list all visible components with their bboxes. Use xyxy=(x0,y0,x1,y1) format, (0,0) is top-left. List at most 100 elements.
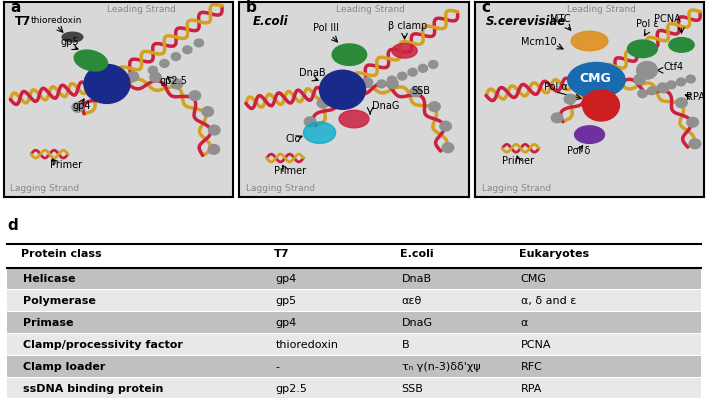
Text: Polymerase: Polymerase xyxy=(23,296,96,306)
Text: T7: T7 xyxy=(15,16,31,28)
Text: thioredoxin: thioredoxin xyxy=(31,16,83,26)
Text: gp4: gp4 xyxy=(275,318,297,328)
Circle shape xyxy=(638,90,647,98)
Ellipse shape xyxy=(62,32,83,42)
Text: E.coli: E.coli xyxy=(253,16,288,28)
Text: DnaB: DnaB xyxy=(299,68,326,78)
Text: B: B xyxy=(401,340,409,350)
Ellipse shape xyxy=(74,50,108,71)
Circle shape xyxy=(687,117,698,127)
FancyBboxPatch shape xyxy=(7,356,701,377)
Text: α, δ and ε: α, δ and ε xyxy=(521,296,576,306)
Text: DnaG: DnaG xyxy=(372,101,400,111)
FancyBboxPatch shape xyxy=(7,378,701,398)
Text: a: a xyxy=(11,0,21,15)
Text: PCNA: PCNA xyxy=(654,14,681,24)
Text: CMG: CMG xyxy=(579,72,611,85)
Circle shape xyxy=(408,68,417,76)
Text: c: c xyxy=(481,0,491,15)
Circle shape xyxy=(319,70,365,109)
Ellipse shape xyxy=(575,126,605,143)
Circle shape xyxy=(183,46,192,54)
Ellipse shape xyxy=(339,110,369,128)
Text: αεθ: αεθ xyxy=(401,296,422,306)
Circle shape xyxy=(564,94,576,104)
Text: Lagging Strand: Lagging Strand xyxy=(11,184,79,193)
Circle shape xyxy=(105,77,117,86)
Circle shape xyxy=(636,62,657,79)
Circle shape xyxy=(428,60,438,68)
Circle shape xyxy=(387,76,396,84)
Circle shape xyxy=(675,98,687,108)
Circle shape xyxy=(648,87,656,95)
Circle shape xyxy=(440,121,451,131)
Circle shape xyxy=(418,64,428,72)
Text: Pol δ: Pol δ xyxy=(566,146,590,156)
Circle shape xyxy=(72,102,84,112)
Circle shape xyxy=(127,72,139,82)
Circle shape xyxy=(202,107,214,116)
Text: Eukaryotes: Eukaryotes xyxy=(519,250,589,260)
Text: gp4: gp4 xyxy=(72,101,91,111)
Circle shape xyxy=(361,78,372,88)
Circle shape xyxy=(667,81,676,89)
Text: SSB: SSB xyxy=(401,384,423,394)
Circle shape xyxy=(676,78,685,86)
Circle shape xyxy=(608,74,620,84)
Circle shape xyxy=(552,113,563,123)
Text: Mcm10: Mcm10 xyxy=(520,37,556,47)
Circle shape xyxy=(377,80,386,88)
Text: PCNA: PCNA xyxy=(521,340,552,350)
Circle shape xyxy=(148,66,157,74)
Text: gp2.5: gp2.5 xyxy=(275,384,307,394)
Ellipse shape xyxy=(332,44,367,65)
Circle shape xyxy=(317,98,329,108)
Text: Clamp loader: Clamp loader xyxy=(23,362,105,372)
Circle shape xyxy=(84,64,130,104)
Circle shape xyxy=(337,84,348,94)
Circle shape xyxy=(189,91,200,100)
Text: Leading Strand: Leading Strand xyxy=(566,5,636,14)
Text: Primase: Primase xyxy=(23,318,74,328)
Text: Pol III: Pol III xyxy=(313,23,338,33)
Circle shape xyxy=(686,75,695,83)
FancyBboxPatch shape xyxy=(7,334,701,355)
Circle shape xyxy=(657,84,666,92)
Circle shape xyxy=(583,90,620,121)
Text: T7: T7 xyxy=(273,250,289,260)
Circle shape xyxy=(86,88,98,97)
Text: RFC: RFC xyxy=(521,362,543,372)
Text: E.coli: E.coli xyxy=(399,250,433,260)
Circle shape xyxy=(657,83,668,93)
Text: τₙ γ(n-3)δδ'χψ: τₙ γ(n-3)δδ'χψ xyxy=(401,362,480,372)
Text: α: α xyxy=(521,318,528,328)
Text: Helicase: Helicase xyxy=(23,274,76,284)
Ellipse shape xyxy=(304,122,336,143)
Circle shape xyxy=(304,117,316,127)
Text: RPA: RPA xyxy=(686,92,705,102)
Text: ssDNA binding protein: ssDNA binding protein xyxy=(23,384,164,394)
FancyBboxPatch shape xyxy=(7,312,701,333)
Text: Ctf4: Ctf4 xyxy=(663,62,683,72)
Circle shape xyxy=(398,72,407,80)
Text: Primer: Primer xyxy=(273,166,306,176)
Circle shape xyxy=(410,87,422,97)
Circle shape xyxy=(171,53,181,60)
Circle shape xyxy=(584,81,595,90)
Text: RPA: RPA xyxy=(521,384,542,394)
Text: S.cerevisiae: S.cerevisiae xyxy=(486,16,566,28)
Circle shape xyxy=(690,139,701,149)
Text: Pol α: Pol α xyxy=(544,82,567,92)
Text: gp4: gp4 xyxy=(275,274,297,284)
Ellipse shape xyxy=(669,38,694,52)
Text: gp5: gp5 xyxy=(275,296,297,306)
Circle shape xyxy=(387,78,398,88)
Circle shape xyxy=(171,79,183,89)
Text: Primer: Primer xyxy=(50,160,81,170)
Text: Pol ε: Pol ε xyxy=(636,19,658,29)
FancyBboxPatch shape xyxy=(7,268,701,289)
Text: gp2.5: gp2.5 xyxy=(160,76,188,86)
Text: DnaG: DnaG xyxy=(401,318,433,328)
Text: Protein class: Protein class xyxy=(21,250,102,260)
Text: gp5: gp5 xyxy=(61,37,79,47)
